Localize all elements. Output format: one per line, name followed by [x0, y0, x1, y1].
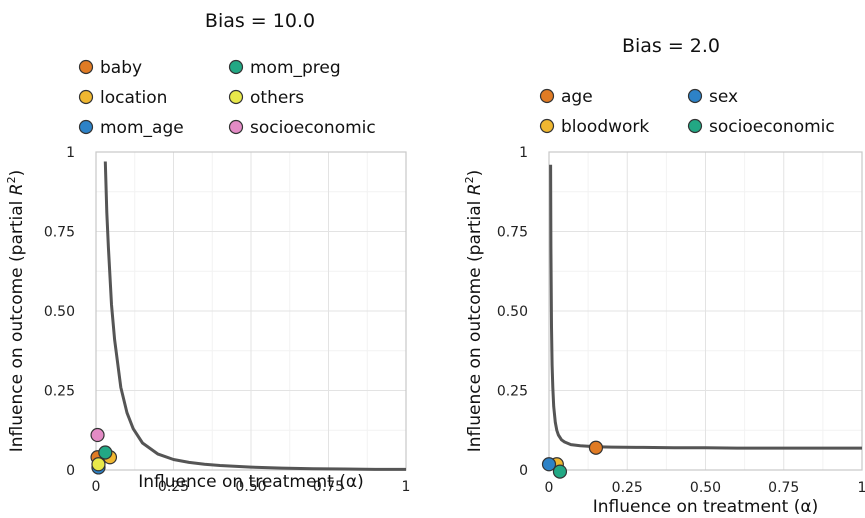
y-tick-label: 0.50 — [44, 304, 75, 320]
y-axis-label-part: ) — [7, 170, 27, 177]
y-tick-label: 0.25 — [44, 384, 75, 400]
legend-label-location: location — [100, 88, 167, 108]
legend-label-socioeconomic: socioeconomic — [250, 118, 376, 138]
y-axis-label: Influence on outcome (partial R2) — [5, 170, 27, 453]
x-tick-label: 0 — [545, 480, 554, 496]
legend-label-baby: baby — [100, 58, 142, 78]
chart-title: Bias = 10.0 — [205, 10, 315, 32]
plot-frame — [548, 151, 863, 471]
y-tick-label: 1 — [66, 145, 75, 161]
legend-marker-bloodwork — [539, 118, 555, 134]
bias-contour-curve — [549, 164, 862, 450]
legend: age bloodwork sex socioeconomic — [539, 87, 835, 137]
x-tick-label: 0.25 — [612, 480, 643, 496]
y-tick-label: 0.25 — [497, 384, 528, 400]
point-socioeconomic — [552, 464, 568, 479]
chart-panel-2: 0 0.25 0.50 0.75 1 0 0.25 0.50 0.75 1 Influence on… — [463, 35, 865, 517]
x-tick-label: 0.75 — [313, 479, 344, 495]
y-axis-label-part: Influence on outcome (partial — [7, 195, 27, 452]
legend-marker-mom_age — [78, 119, 94, 135]
y-tick-label: 1 — [519, 145, 528, 161]
legend-marker-location — [78, 89, 94, 105]
point-others — [91, 457, 106, 472]
y-tick-label: 0 — [519, 463, 528, 479]
y-tick-label: 0 — [66, 463, 75, 479]
plot-frame — [95, 151, 407, 471]
x-tick-label: 0 — [92, 479, 101, 495]
y-tick-label: 0.75 — [44, 225, 75, 241]
point-sex — [541, 457, 557, 472]
legend-label-others: others — [250, 88, 304, 108]
y-axis-label-part: R — [465, 183, 485, 195]
x-tick-label: 1 — [402, 479, 411, 495]
legend-label-age: age — [561, 87, 593, 107]
x-tick-label: 0.50 — [690, 480, 721, 496]
y-axis-label-part: 2 — [463, 176, 476, 183]
y-axis-label-part: 2 — [5, 176, 18, 183]
legend-label-mom_age: mom_age — [100, 118, 184, 138]
x-tick-label: 0.25 — [158, 479, 189, 495]
chart-panel-1: 0 0.25 0.50 0.75 1 0 0.25 0.50 0.75 1 Influence on… — [5, 10, 410, 495]
x-axis-label: Influence on treatment (α) — [138, 472, 363, 492]
legend-marker-others — [228, 89, 244, 105]
legend-label-mom_preg: mom_preg — [250, 58, 341, 78]
x-tick-label: 0.50 — [235, 479, 266, 495]
y-axis-label-part: Influence on outcome (partial — [465, 195, 485, 452]
y-axis-label: Influence on outcome (partial R2) — [463, 170, 485, 453]
legend-marker-age — [539, 88, 555, 104]
legend-label-sex: sex — [709, 87, 738, 107]
legend-marker-baby — [78, 59, 94, 75]
y-axis-label-part: R — [7, 183, 27, 195]
x-axis-label: Influence on treatment (α) — [593, 497, 818, 517]
legend-label-socioeconomic: socioeconomic — [709, 117, 835, 137]
legend-marker-socioeconomic — [687, 118, 703, 134]
y-axis-label-part: ) — [465, 170, 485, 177]
x-tick-label: 1 — [858, 480, 865, 496]
y-tick-label: 0.75 — [497, 225, 528, 241]
point-mom_preg — [98, 445, 113, 460]
y-tick-label: 0.50 — [497, 304, 528, 320]
bias-contour-curve — [103, 161, 406, 471]
x-tick-label: 0.75 — [768, 480, 799, 496]
legend-marker-mom_preg — [228, 59, 244, 75]
legend-label-bloodwork: bloodwork — [561, 117, 649, 137]
legend-marker-sex — [687, 88, 703, 104]
chart-title: Bias = 2.0 — [622, 35, 720, 57]
legend-marker-socioeconomic — [228, 119, 244, 135]
point-age — [588, 440, 604, 455]
point-socioeconomic — [90, 427, 105, 443]
